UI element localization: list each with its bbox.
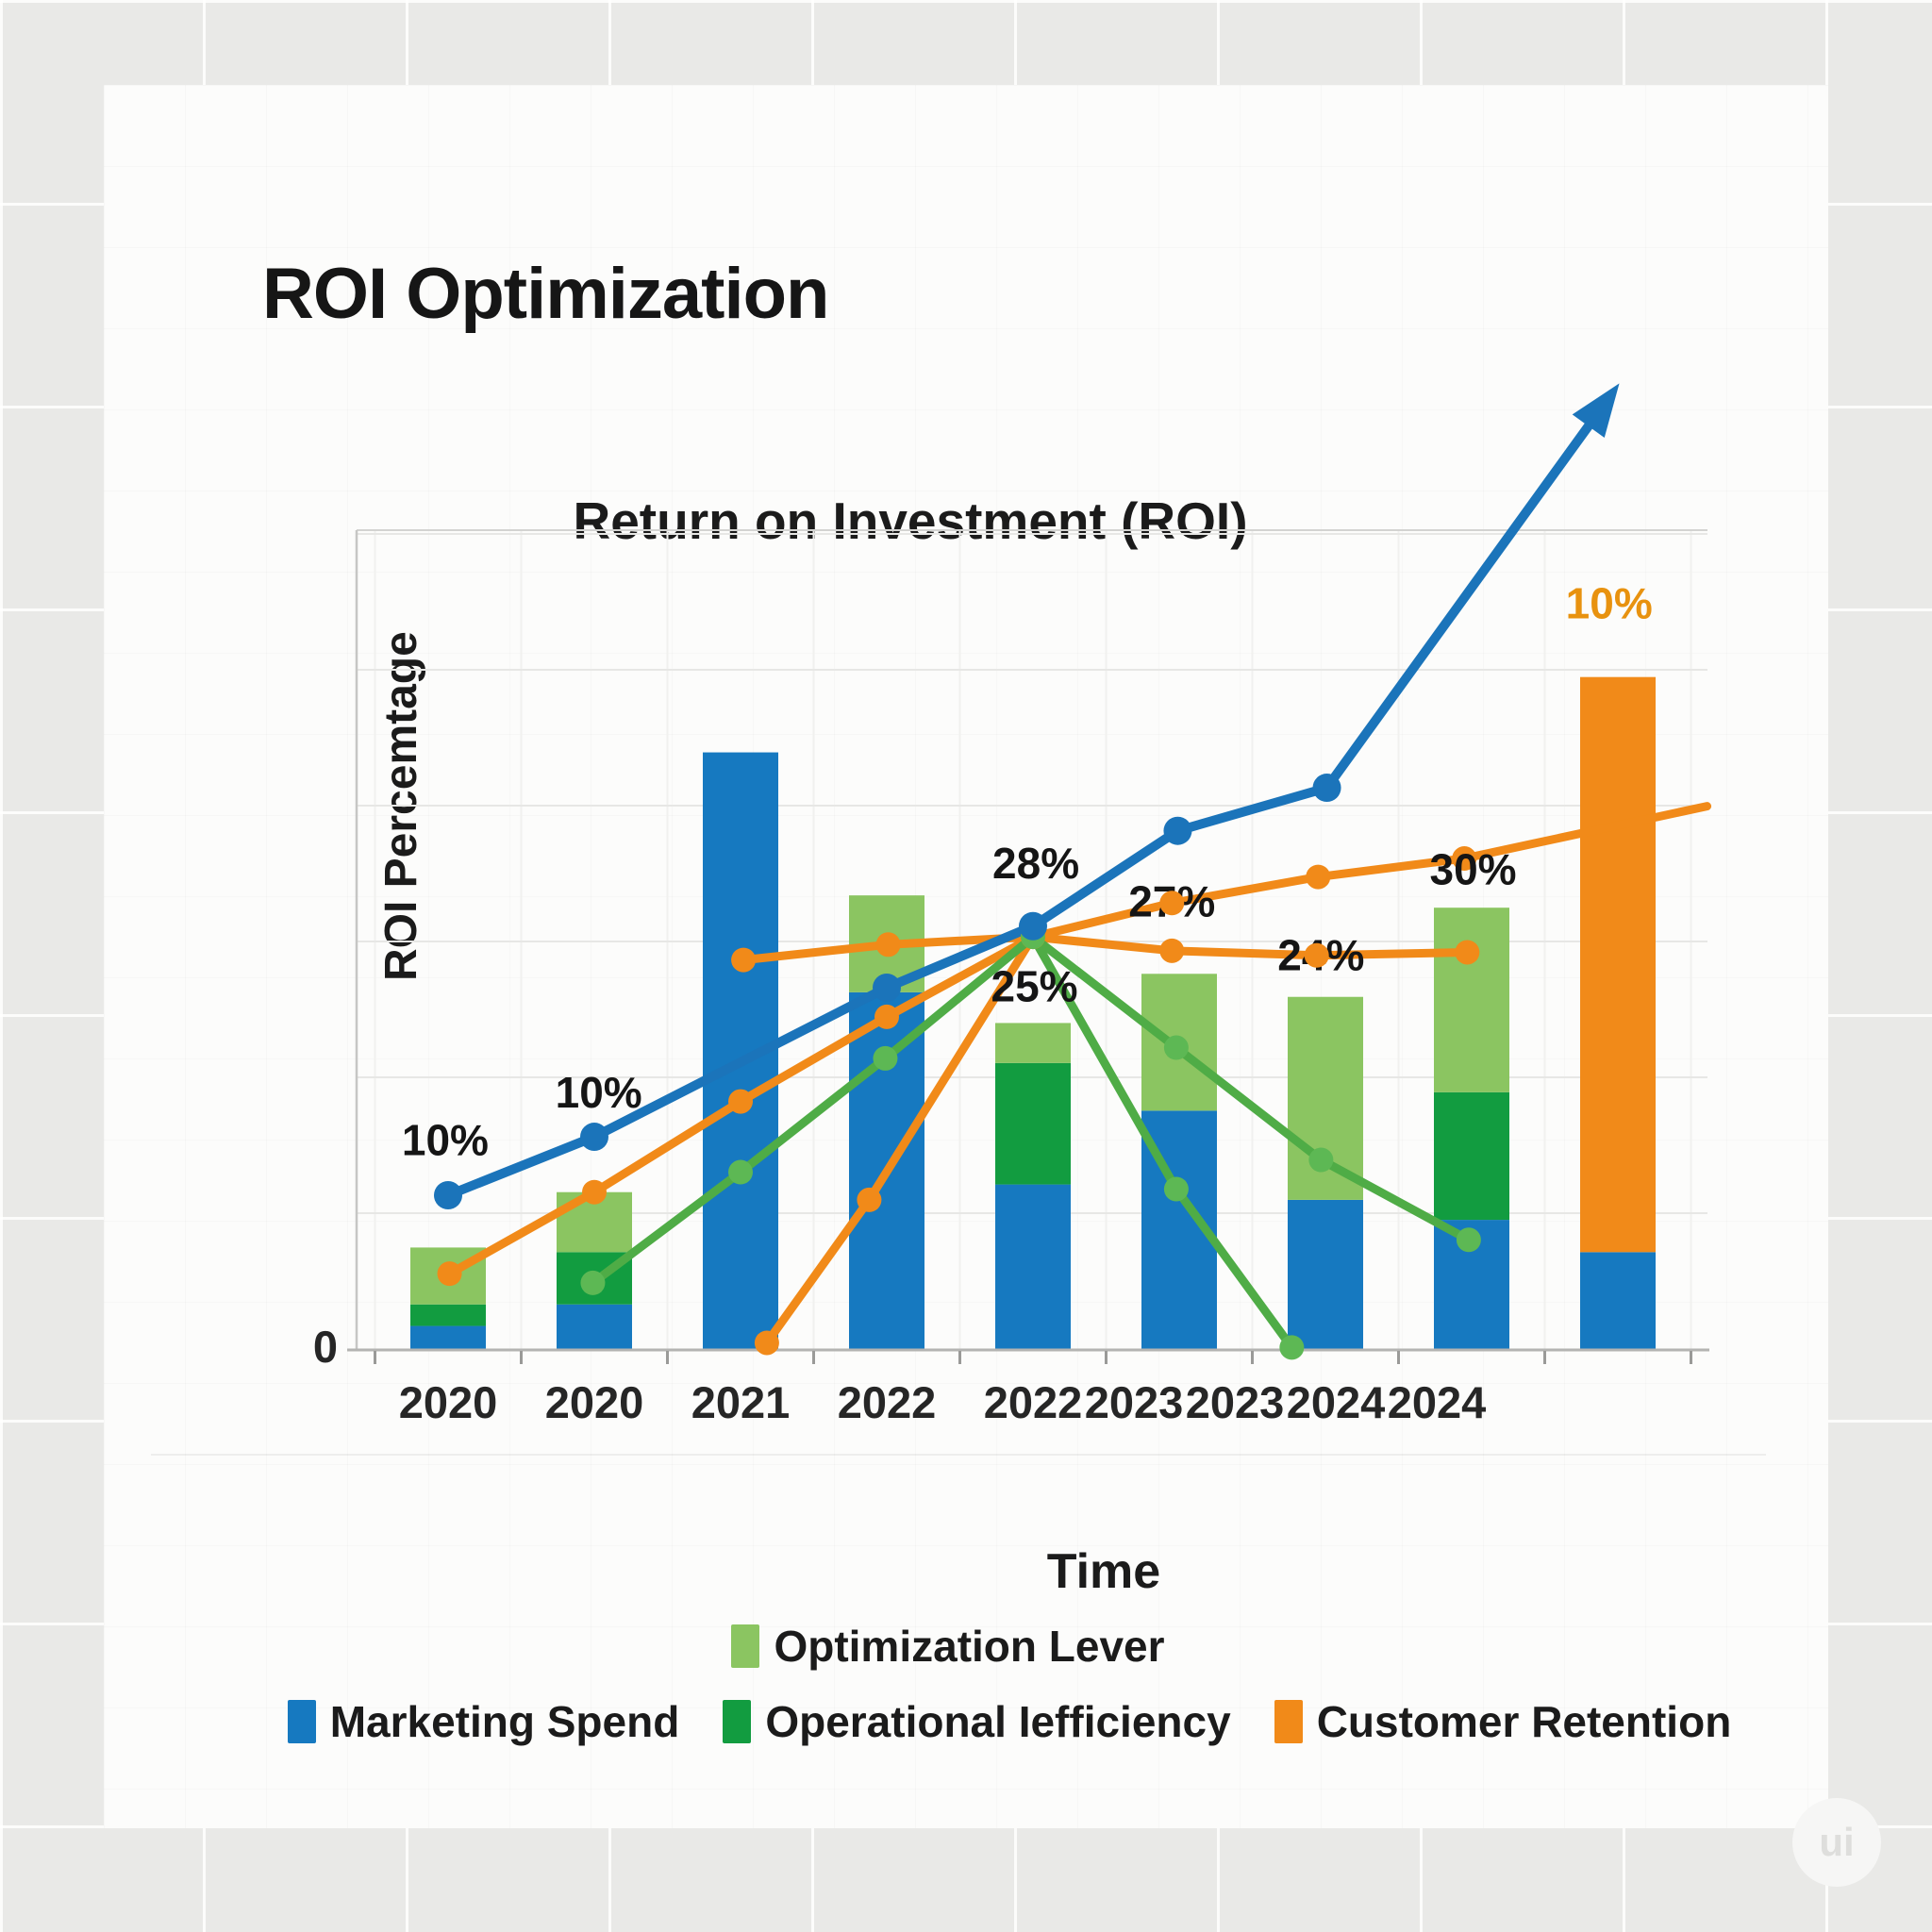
legend-label: Operational Iefficiency [765,1697,1231,1746]
watermark-badge: ui [1792,1798,1881,1887]
legend-item: Optimization Lever [731,1621,1165,1672]
legend-label: Optimization Lever [774,1622,1165,1671]
legend-label: Customer Retention [1316,1697,1732,1746]
legend-row-bottom: Marketing Spend Operational Iefficiency Cu… [208,1696,1811,1747]
legend-row-top: Optimization Lever [208,1621,1811,1672]
legend-label: Marketing Spend [329,1697,680,1746]
chart-title: Return on Investment (ROI) [573,491,1248,550]
legend-item: Operational Iefficiency [723,1696,1231,1747]
legend-swatch-icon [1274,1700,1303,1743]
legend-item: Marketing Spend [287,1696,680,1747]
x-axis-label: Time [1046,1544,1161,1599]
legend-item: Customer Retention [1274,1696,1732,1747]
chart-card: ROI Optimization Return on Investment (R… [104,85,1828,1828]
legend-swatch-icon [723,1700,752,1743]
watermark-text: ui [1819,1820,1855,1864]
legend-swatch-icon [731,1624,760,1668]
legend-swatch-icon [287,1700,316,1743]
page-title: ROI Optimization [262,254,829,334]
legend: Optimization Lever Marketing Spend Operat… [208,1621,1811,1747]
